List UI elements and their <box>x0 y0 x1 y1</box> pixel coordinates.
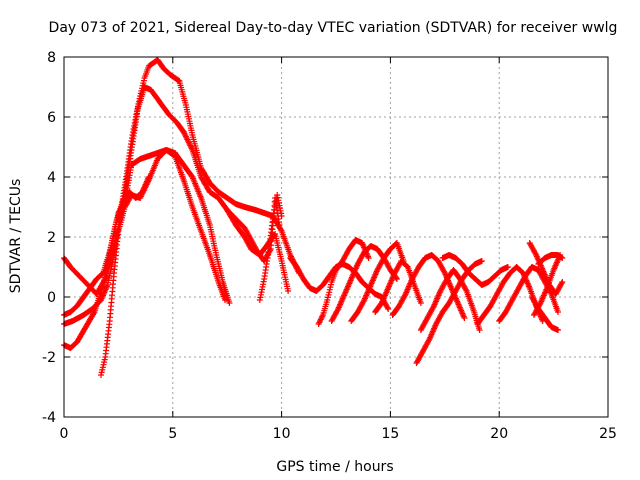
x-tick-label: 5 <box>168 426 177 442</box>
x-tick-label: 10 <box>273 426 291 442</box>
y-tick-label: 8 <box>47 50 56 66</box>
y-tick-label: 0 <box>47 290 56 306</box>
data-marker-path <box>535 252 566 267</box>
data-marker-path <box>528 294 561 333</box>
chart-title: Day 073 of 2021, Sidereal Day-to-day VTE… <box>49 20 618 36</box>
series-arc-8 <box>98 147 228 378</box>
x-tick-label: 25 <box>599 426 617 442</box>
data-marker-path <box>474 264 546 327</box>
data-marker-path <box>256 192 285 303</box>
data-marker-path <box>315 237 372 327</box>
data-marker-path <box>439 252 511 288</box>
x-tick-label: 0 <box>60 426 69 442</box>
y-axis-label: SDTVAR / TECUs <box>8 179 24 294</box>
x-tick-label: 15 <box>381 426 399 442</box>
y-tick-label: 6 <box>47 110 56 126</box>
series-arc-12 <box>315 237 372 327</box>
series-arc-24 <box>535 252 566 267</box>
data-marker-path <box>417 267 483 333</box>
y-tick-label: -4 <box>42 410 56 426</box>
series-arc-1 <box>61 57 183 327</box>
x-axis-label: GPS time / hours <box>276 459 393 475</box>
series-arc-10 <box>256 192 285 303</box>
data-marker-path <box>61 57 183 327</box>
series-arc-25 <box>528 294 561 333</box>
y-tick-label: -2 <box>42 350 56 366</box>
data-marker-path <box>389 252 468 321</box>
x-tick-label: 20 <box>490 426 508 442</box>
series-arc-18 <box>417 267 483 333</box>
grid-lines <box>64 57 608 417</box>
data-marker-path <box>98 147 228 378</box>
series-arc-20 <box>474 264 546 327</box>
y-tick-label: 2 <box>47 230 56 246</box>
data-marker-path <box>348 240 407 324</box>
series-arc-19 <box>439 252 511 288</box>
axis-ticks: 0 5 10 15 20 25 -4 -2 0 2 4 6 8 <box>42 50 617 442</box>
data-points <box>61 57 566 378</box>
series-arc-14 <box>348 240 407 324</box>
series-arc-16 <box>389 252 468 321</box>
y-tick-label: 4 <box>47 170 56 186</box>
